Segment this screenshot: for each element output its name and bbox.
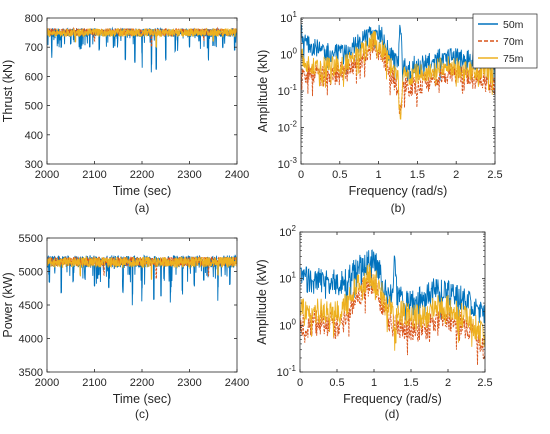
- series-group-c: [47, 254, 237, 306]
- y-tick-label-d: 100: [279, 317, 296, 332]
- x-tick-label-d: 2.5: [477, 377, 492, 389]
- x-tick-label-a: 2200: [130, 169, 154, 181]
- series-line-a-75m: [47, 27, 237, 49]
- y-tick-label-a: 800: [25, 13, 43, 25]
- x-tick-label-d: 1: [371, 377, 377, 389]
- y-tick-label-c: 5500: [19, 233, 43, 245]
- panel-c: 2000 2100 2200 2300 2400 3500 4000 4500 5000 5500…: [1, 233, 249, 421]
- y-axis-label-b: Amplitude (kN): [256, 50, 270, 133]
- series-line-b-70m: [301, 39, 495, 115]
- y-tick-label-d: 101: [279, 271, 296, 286]
- y-tick-label-b: 10-2: [278, 120, 298, 135]
- y-tick-label-a: 400: [25, 130, 43, 142]
- x-tick-label-a: 2000: [35, 169, 59, 181]
- y-tick-label-c: 5000: [19, 267, 43, 279]
- y-axis-label-d: Amplitude (kW): [255, 259, 269, 344]
- series-line-b-75m: [301, 31, 495, 120]
- y-tick-label-a: 300: [25, 159, 43, 171]
- y-axis-label-c: Power (kW): [1, 272, 15, 337]
- series-line-c-75m: [47, 256, 237, 280]
- legend-label-75m: 75m: [503, 53, 524, 65]
- y-tick-label-b: 10-3: [278, 156, 298, 171]
- chart-panels: 2000 2100 2200 2300 2400300400500600700800Ti…: [1, 10, 503, 421]
- x-axis-label-a: Time (sec): [113, 184, 172, 198]
- panel-a: 2000 2100 2200 2300 2400 300 400 500 600 700 800 Ti…: [1, 13, 249, 215]
- y-tick-label-a: 500: [25, 101, 43, 113]
- series-group-a: [47, 26, 237, 73]
- y-axis-label-a: Thrust (kN): [1, 60, 15, 123]
- x-axis-label-b: Frequency (rad/s): [349, 184, 448, 198]
- panel-caption-c: (c): [135, 407, 149, 421]
- legend-box: [472, 13, 538, 69]
- x-tick-label-a: 2400: [225, 169, 249, 181]
- x-tick-label-c: 2000: [35, 377, 59, 389]
- x-tick-label-c: 2200: [130, 377, 154, 389]
- x-axis-label-d: Frequency (rad/s): [343, 392, 442, 406]
- x-tick-label-b: 2: [453, 169, 459, 181]
- x-tick-label-d: 0: [297, 377, 303, 389]
- panel-b: 0 0.5 1 1.5 2 2.5 10-3 10-2 10-1 100 101 Frequency …: [256, 10, 503, 215]
- y-tick-label-d: 102: [279, 224, 296, 239]
- y-tick-label-c: 3500: [19, 367, 43, 379]
- x-tick-label-d: 0.5: [329, 377, 344, 389]
- x-tick-label-b: 2.5: [487, 169, 502, 181]
- series-group-d: [300, 249, 485, 365]
- x-axis-label-c: Time (sec): [113, 392, 172, 406]
- legend-label-70m: 70m: [503, 36, 524, 48]
- axis-box-d: [299, 231, 486, 373]
- y-tick-label-b: 101: [280, 10, 297, 25]
- x-tick-label-c: 2400: [225, 377, 249, 389]
- x-tick-label-a: 2300: [177, 169, 201, 181]
- panel-caption-a: (a): [135, 201, 150, 215]
- y-tick-label-a: 700: [25, 42, 43, 54]
- y-tick-label-a: 600: [25, 71, 43, 83]
- y-tick-label-b: 100: [280, 47, 297, 62]
- x-tick-label-b: 1.5: [410, 169, 425, 181]
- x-tick-label-b: 1: [376, 169, 382, 181]
- y-tick-label-c: 4000: [19, 334, 43, 346]
- series-line-d-50m: [300, 249, 485, 328]
- x-tick-label-d: 1.5: [403, 377, 418, 389]
- x-tick-label-d: 2: [445, 377, 451, 389]
- y-tick-label-d: 10-1: [277, 364, 297, 379]
- series-line-d-75m: [300, 263, 485, 351]
- x-tick-label-c: 2300: [177, 377, 201, 389]
- y-tick-label-b: 10-1: [278, 83, 298, 98]
- x-tick-label-b: 0.5: [332, 169, 347, 181]
- x-tick-label-c: 2100: [82, 377, 106, 389]
- series-group-b: [301, 24, 495, 120]
- panel-d: 0 0.5 1 1.5 2 2.5 10-1 100 101 102 Frequency (rad/…: [255, 224, 493, 421]
- x-tick-label-b: 0: [298, 169, 304, 181]
- panel-caption-b: (b): [391, 201, 406, 215]
- legend-label-50m: 50m: [503, 19, 524, 31]
- x-tick-label-a: 2100: [82, 169, 106, 181]
- panel-caption-d: (d): [385, 407, 400, 421]
- y-tick-label-c: 4500: [19, 300, 43, 312]
- legend: 50m 70m 75m: [472, 13, 538, 69]
